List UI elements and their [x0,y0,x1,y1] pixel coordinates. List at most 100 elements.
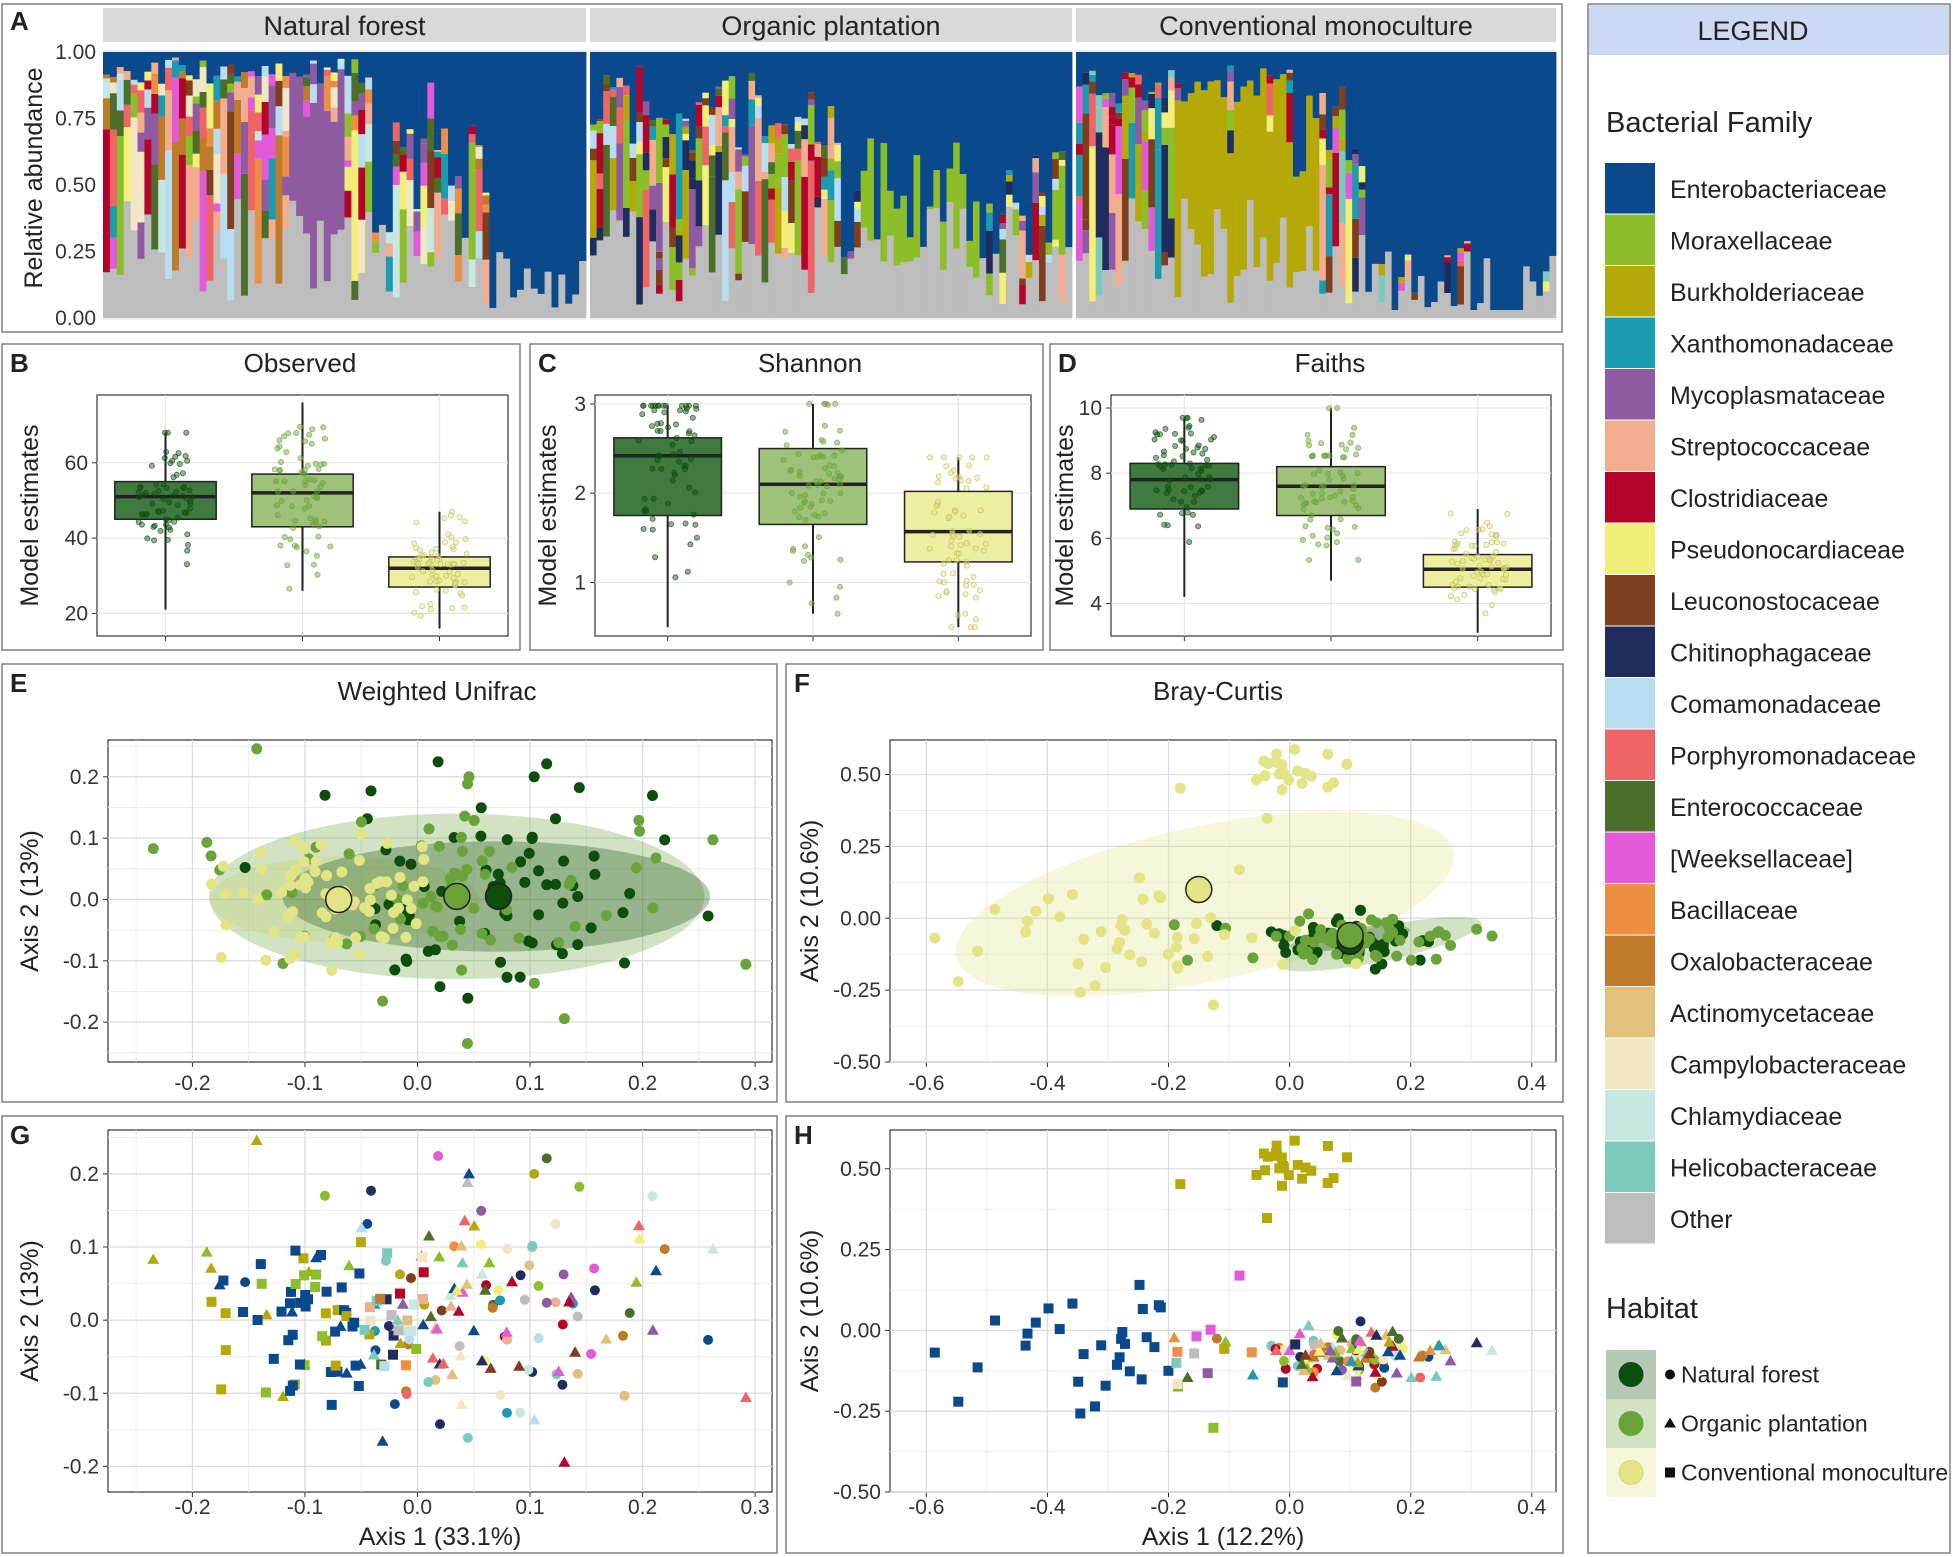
bar-segment [344,52,352,76]
bar-segment [1450,306,1458,318]
bar-segment [468,170,476,260]
box [903,490,1013,563]
sample-point [287,1380,298,1391]
sample-point [1207,999,1219,1011]
bar-segment [1058,180,1066,255]
sample-point [495,1389,506,1400]
bar-segment [496,52,504,253]
bar-segment [565,52,573,304]
bar-segment [1227,153,1235,303]
jitter-point [140,511,147,518]
bar-segment [365,161,373,213]
jitter-point [273,478,280,485]
facet-strip [103,8,586,42]
jitter-point [983,484,990,491]
sample-point [294,931,306,943]
legend-family-label: [Weeksellaceae] [1670,845,1853,873]
bar-segment [392,184,401,191]
bar-segment [768,52,776,126]
sample-point [1137,893,1149,905]
sample-point [462,992,474,1004]
jitter-point [929,531,936,538]
bar-segment [544,271,552,318]
bar-segment [503,52,511,259]
bar-segment [794,52,802,117]
bar-segment [735,149,743,172]
bar-segment [1411,292,1419,300]
bar-segment [379,224,387,318]
sample-point [463,1167,475,1179]
sample-point [287,1329,298,1340]
sample-point [484,1362,497,1373]
sample-point [378,932,390,944]
bar-segment [933,170,941,208]
sample-point [397,880,409,892]
bar-segment [241,295,249,318]
bar-segment [144,89,152,108]
sample-point [972,1362,983,1373]
bar-segment [551,52,559,308]
bar-segment [623,236,631,318]
centroid [443,882,471,911]
bar-segment [689,268,697,276]
bar-segment [906,237,914,262]
bar-segment [1549,52,1557,256]
sample-point [556,948,568,960]
jitter-point [943,588,950,595]
sample-point [500,1326,513,1337]
bar-segment [420,52,428,139]
bar-segment [1385,251,1393,318]
sample-point [502,1334,512,1345]
bar-segment [827,200,835,263]
sample-point [1386,1325,1399,1336]
bar-segment [1398,277,1406,283]
sample-point [238,1307,248,1317]
bar-segment [254,283,263,318]
sample-point [252,1315,263,1325]
sample-point [1424,930,1436,942]
sample-point [1303,908,1315,920]
jitter-point [306,502,313,509]
bar-segment [1032,172,1040,203]
sample-point [1393,1333,1404,1344]
bar-segment [1148,91,1156,94]
bar-segment [323,92,332,111]
jitter-point [935,479,942,486]
bar-segment [603,123,611,145]
sample-point [297,842,309,854]
sample-point [268,1353,279,1364]
sample-point [388,1330,399,1341]
sample-point [1182,954,1193,966]
bar-segment [323,110,332,118]
jitter-point [181,483,188,490]
bar-segment [482,212,490,260]
bar-segment [565,303,573,318]
sample-point [1300,934,1311,946]
sample-point [1383,923,1395,935]
bar-segment [275,80,283,107]
legend-family-label: Campylobacteraceae [1670,1051,1906,1079]
sample-point [1191,918,1202,930]
jitter-point [1479,526,1486,533]
bar-segment [1102,93,1110,99]
bar-segment [1509,310,1517,318]
jitter-point [433,545,440,552]
bar-segment [399,282,407,318]
bar-segment [475,158,483,170]
sample-point [557,1379,568,1390]
bar-segment [1135,52,1143,75]
sample-point [1335,1332,1348,1343]
bar-segment [1345,160,1353,173]
bar-segment [860,227,868,318]
bar-segment [165,52,173,60]
sample-point [1363,933,1375,945]
bar-segment [206,169,214,196]
jitter-point [820,438,827,445]
sample-point [1430,1370,1443,1381]
sample-point [376,1435,389,1446]
bar-segment [1135,221,1143,318]
sample-point [437,930,449,942]
jitter-point [1458,530,1465,537]
bar-segment [715,86,723,89]
jitter-point [821,422,828,429]
